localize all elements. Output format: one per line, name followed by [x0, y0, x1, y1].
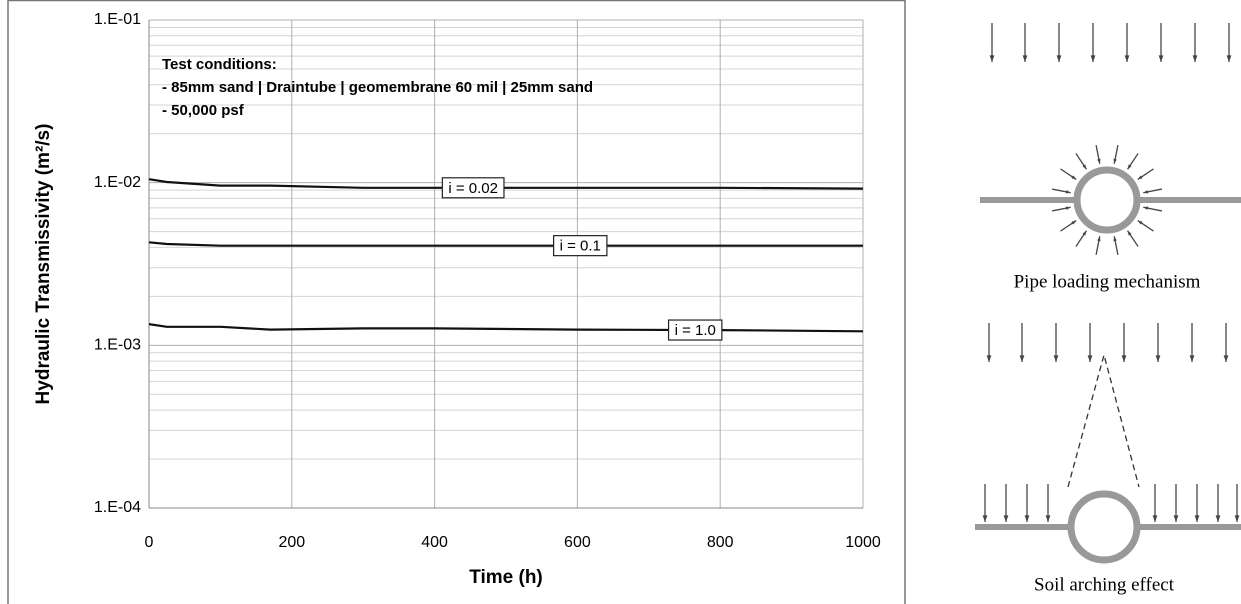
annotation: Test conditions: [162, 56, 277, 73]
arrow-head [1143, 190, 1149, 194]
arrow-head [986, 355, 992, 362]
arrow-head [1071, 220, 1077, 225]
arrow-head [1173, 515, 1179, 522]
arrow-head [1003, 515, 1009, 522]
arrow-head [1194, 515, 1200, 522]
legend-label: i = 0.1 [560, 238, 601, 255]
x-tick-label: 600 [564, 534, 591, 551]
legend-box [441, 177, 505, 199]
arrow-head [1223, 355, 1229, 362]
diagram: Pipe loading mechanism Soil arching effe… [975, 23, 1241, 595]
arch [1067, 352, 1140, 488]
x-tick-label: 800 [707, 534, 734, 551]
legend-box [667, 319, 723, 341]
arrow-head [1234, 515, 1240, 522]
y-tick-label: 1.E-02 [94, 174, 141, 191]
arrow-head [1022, 55, 1028, 62]
arrow-head [1097, 158, 1101, 164]
arrow-head [1127, 164, 1132, 170]
arrow-head [1024, 515, 1030, 522]
legend-box [553, 235, 608, 257]
arrow-head [1155, 355, 1161, 362]
annotation: - 85mm sand | Draintube | geomembrane 60… [162, 79, 593, 96]
x-tick-label: 400 [421, 534, 448, 551]
y-tick-label: 1.E-03 [94, 337, 141, 354]
x-tick-label: 200 [278, 534, 305, 551]
arrow-head [1082, 230, 1087, 236]
arrow-head [1121, 355, 1127, 362]
caption: Soil arching effect [1034, 574, 1175, 595]
arrow-head [1113, 158, 1117, 164]
chart: 1.E-04 1.E-03 1.E-02 1.E-01 0 200 400 600 800 100… [33, 11, 881, 588]
y-tick-label: 1.E-04 [94, 499, 141, 516]
arrow-head [1090, 55, 1096, 62]
annotation: - 50,000 psf [162, 102, 245, 119]
arrow-head [1192, 55, 1198, 62]
arrow-head [1045, 515, 1051, 522]
arrow-head [1082, 164, 1087, 170]
arrow-head [1019, 355, 1025, 362]
arrow-head [1127, 230, 1132, 236]
arrow-head [982, 515, 988, 522]
arrow-head [1189, 355, 1195, 362]
arrow-head [1158, 55, 1164, 62]
arrow-head [1152, 515, 1158, 522]
arrow-head [1053, 355, 1059, 362]
arrow-head [1226, 55, 1232, 62]
arrow-head [1215, 515, 1221, 522]
x-tick-label: 1000 [845, 534, 881, 551]
x-axis-label: Time (h) [469, 567, 543, 588]
arrow-head [1124, 55, 1130, 62]
pipe [1067, 490, 1141, 564]
arrow-head [1097, 236, 1101, 242]
series-line [148, 323, 864, 333]
y-axis-label: Hydraulic Transmissivity (m²/s) [33, 124, 54, 405]
pipe [1073, 166, 1141, 234]
legend-label: i = 0.02 [448, 180, 498, 197]
legend-label: i = 1.0 [675, 322, 716, 339]
arrow-head [1137, 175, 1143, 180]
series-line [148, 178, 864, 190]
arrow-head [1087, 355, 1093, 362]
arrow-head [1056, 55, 1062, 62]
caption: Pipe loading mechanism [1014, 271, 1201, 292]
arrow-head [1137, 220, 1143, 225]
arrow-head [1071, 175, 1077, 180]
y-tick-label: 1.E-01 [94, 11, 141, 28]
arrow-head [1143, 206, 1149, 210]
chart-panel [7, 0, 906, 604]
arrow-head [989, 55, 995, 62]
arrow-head [1113, 236, 1117, 242]
arrow-head [1065, 190, 1071, 194]
x-tick-label: 0 [145, 534, 154, 551]
series-line [148, 241, 863, 247]
arrow-head [1065, 206, 1071, 210]
